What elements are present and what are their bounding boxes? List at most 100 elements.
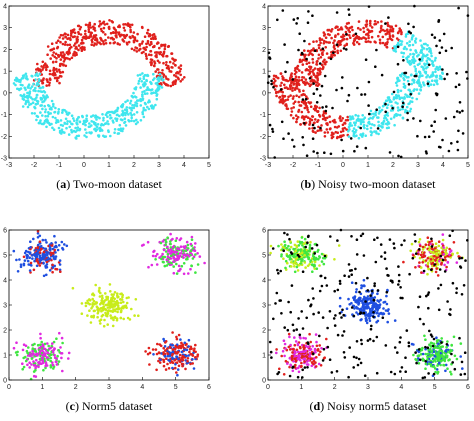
data-point-moon_lower [121,127,125,130]
data-point-green [169,254,173,258]
data-point-blue [376,319,380,323]
data-point-magenta [26,363,29,367]
data-point-moon_left [334,130,338,134]
data-point-blue [187,345,190,348]
data-point-yellow [99,322,102,325]
data-point-moon_upper [164,63,168,67]
data-point-red [178,360,182,364]
data-point-yellow [293,260,297,264]
data-point-magenta [15,341,18,345]
data-point-moon_upper [66,37,69,41]
data-point-magenta [289,343,292,347]
data-point-noise [301,270,305,274]
data-point-red [38,264,42,267]
data-point-yellow [116,310,119,314]
data-point-blue [58,263,62,266]
data-point-moon_lower [33,106,37,110]
x-tick-label: 4 [399,384,403,391]
data-point-noise [329,57,333,61]
data-point-red [164,368,168,371]
data-point-noise [359,312,362,315]
y-tick-label: -1 [1,112,7,119]
data-point-magenta [33,364,37,367]
data-point-moon_left [311,53,315,57]
data-point-noise [321,359,325,362]
data-point-moon_upper [109,31,113,35]
data-point-green [182,262,186,265]
data-point-noise [313,49,317,52]
data-point-moon_right [353,135,357,138]
data-point-moon_left [286,87,290,90]
data-point-red [302,344,306,347]
data-point-noise [445,343,449,346]
data-point-moon_right [409,53,412,56]
data-point-moon_left [301,76,304,79]
data-point-moon_right [411,43,415,47]
data-point-moon_upper [177,66,181,69]
data-point-moon_lower [34,103,38,106]
x-tick-label: 1 [366,162,370,169]
data-point-yellow [451,252,455,256]
data-point-moon_upper [146,32,149,35]
panel-caption: (a) Two-moon dataset [56,177,162,191]
data-point-moon_left [318,37,322,40]
data-point-red [426,257,430,260]
data-point-yellow [436,263,440,266]
data-point-moon_lower [157,77,160,80]
data-point-moon_lower [152,105,155,109]
data-point-moon_left [362,36,365,39]
data-point-magenta [203,261,206,265]
data-point-moon_left [287,95,290,99]
data-point-moon_lower [143,90,146,93]
data-point-green [412,353,415,357]
data-point-magenta [293,336,296,339]
data-point-red [173,347,177,351]
data-point-moon_left [276,76,280,80]
data-point-moon_left [390,29,393,33]
data-point-noise [312,352,315,356]
data-point-red [171,348,175,351]
data-point-green [307,257,311,261]
data-point-yellow [313,267,317,270]
data-point-yellow [441,238,445,242]
data-point-magenta [283,342,287,346]
x-tick-label: 0 [82,162,86,169]
data-point-noise [460,360,464,364]
data-point-noise [343,356,347,359]
data-point-noise [423,376,427,379]
data-point-noise [348,13,351,16]
data-point-noise [358,290,361,294]
data-point-moon_left [386,38,390,41]
data-point-green [57,349,60,352]
data-point-red [430,247,434,250]
data-point-blue [433,354,437,358]
data-point-moon_upper [84,23,88,27]
data-point-moon_upper [148,43,152,47]
data-point-noise [412,117,415,120]
data-point-red [430,239,434,243]
data-point-green [172,265,175,268]
data-point-green [311,270,314,274]
data-point-yellow [119,301,123,305]
data-point-noise [430,124,433,127]
data-point-moon_lower [71,122,74,126]
data-point-magenta [442,253,446,256]
data-point-moon_left [367,29,371,33]
data-point-noise [369,327,373,331]
data-point-moon_left [343,126,347,130]
data-point-moon_lower [132,91,135,95]
data-point-noise [306,241,309,244]
y-tick-label: 1 [3,353,7,360]
data-point-noise [418,317,422,321]
data-point-noise [441,258,445,262]
data-point-moon_left [381,41,385,45]
data-point-blue [152,353,155,356]
data-point-green [189,249,193,252]
data-point-moon_upper [116,42,120,46]
data-point-green [320,260,324,263]
data-point-red [196,355,199,358]
data-point-moon_upper [162,52,165,56]
data-point-moon_left [345,128,348,131]
data-point-moon_right [409,48,412,52]
